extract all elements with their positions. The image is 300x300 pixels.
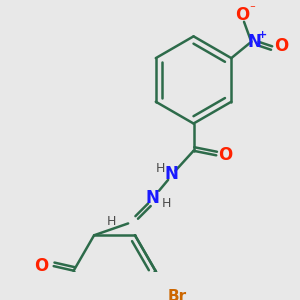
Text: O: O xyxy=(235,5,249,23)
Text: H: H xyxy=(156,162,166,176)
Text: N: N xyxy=(247,33,261,51)
Text: ⁻: ⁻ xyxy=(249,4,255,14)
Text: O: O xyxy=(218,146,232,164)
Text: +: + xyxy=(258,29,267,40)
Text: N: N xyxy=(165,165,179,183)
Text: N: N xyxy=(146,189,160,207)
Text: O: O xyxy=(274,37,288,55)
Text: O: O xyxy=(34,257,48,275)
Text: H: H xyxy=(162,197,171,210)
Text: H: H xyxy=(107,215,116,228)
Text: Br: Br xyxy=(168,289,187,300)
